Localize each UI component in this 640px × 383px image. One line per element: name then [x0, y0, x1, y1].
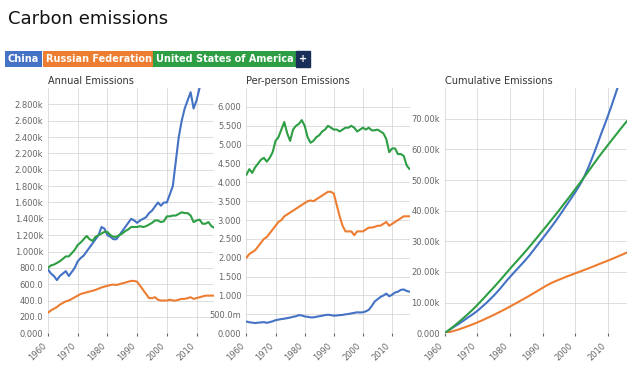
Text: China: China	[8, 54, 39, 64]
Text: Carbon emissions: Carbon emissions	[8, 10, 168, 28]
Text: +: +	[300, 54, 307, 64]
Text: Russian Federation: Russian Federation	[46, 54, 152, 64]
Text: Per-person Emissions: Per-person Emissions	[246, 76, 350, 86]
Text: Cumulative Emissions: Cumulative Emissions	[445, 76, 552, 86]
Text: Annual Emissions: Annual Emissions	[48, 76, 134, 86]
Text: United States of America: United States of America	[156, 54, 294, 64]
